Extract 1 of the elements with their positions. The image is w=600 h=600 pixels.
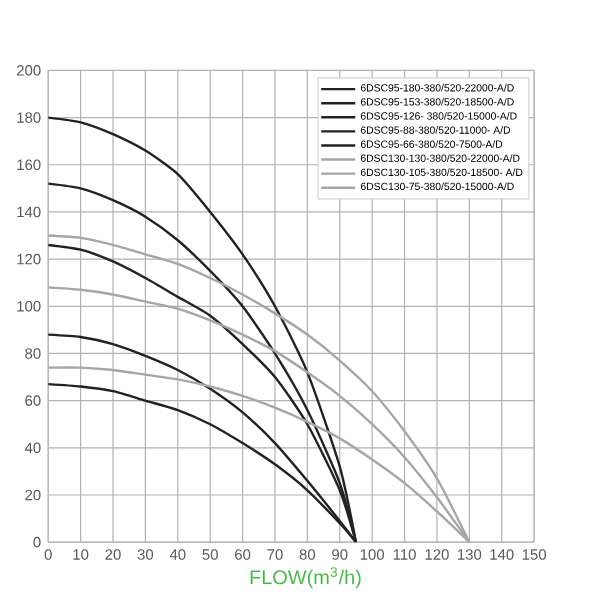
x-axis-title: FLOW(m$^{3}$/h) xyxy=(250,567,361,589)
